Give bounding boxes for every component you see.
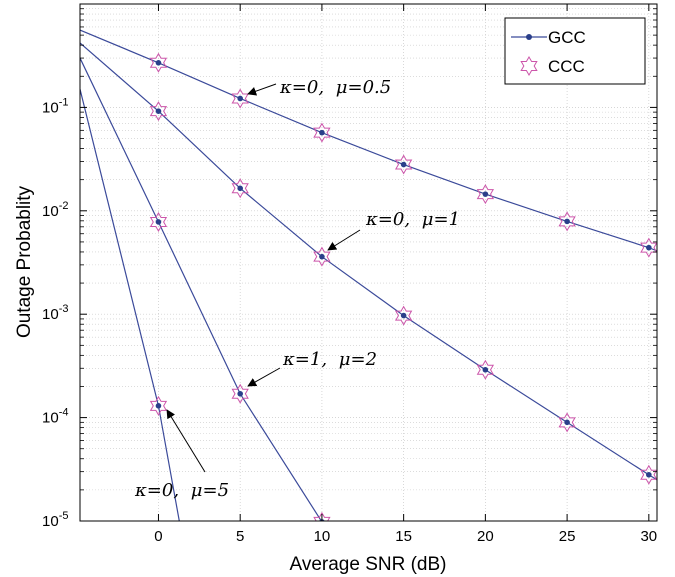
gcc-marker — [155, 59, 162, 66]
legend-gcc-dot-icon — [526, 34, 532, 40]
gcc-marker — [155, 108, 162, 114]
annotation-mu-2-mu: μ=2 — [339, 349, 377, 370]
legend-ccc-hexagram-icon — [520, 56, 538, 76]
annotation-mu-2-arrow — [247, 367, 281, 387]
annotation-mu-0-5: κ=0, μ=0.5 — [247, 77, 391, 98]
ccc-marker — [394, 154, 413, 175]
annotations: κ=0, μ=0.5 κ=0, μ=1 κ=1, μ=2 κ=0, μ=5 — [134, 77, 460, 501]
ccc-marker — [476, 184, 495, 205]
gcc-marker — [400, 161, 407, 168]
x-tick-label: 15 — [395, 528, 412, 545]
ccc-marker — [476, 359, 495, 380]
gcc-marker — [155, 219, 162, 225]
gcc-marker — [646, 471, 652, 478]
legend: GCC CCC — [504, 17, 646, 85]
annotation-mu-2-kappa: κ=1, — [282, 349, 327, 370]
ccc-marker — [149, 101, 168, 122]
x-tick-label: 10 — [314, 528, 331, 545]
gcc-marker — [482, 191, 489, 197]
gcc-marker — [237, 95, 243, 102]
y-tick-label: 10-2 — [42, 200, 68, 220]
x-tick-label: 25 — [559, 528, 576, 545]
ccc-marker — [558, 211, 576, 232]
ccc-marker — [394, 305, 413, 326]
annotation-mu-5: κ=0, μ=5 — [134, 409, 229, 501]
annotation-mu-0-5-mu: μ=0.5 — [336, 77, 391, 98]
annotation-mu-2-text: κ=1, μ=2 — [282, 349, 377, 370]
x-tick-label: 5 — [236, 528, 244, 545]
gcc-marker — [237, 390, 243, 397]
legend-gcc-label: GCC — [548, 28, 586, 47]
annotation-mu-5-kappa: κ=0, — [134, 480, 179, 501]
plot-background — [80, 4, 657, 521]
annotation-mu-1: κ=0, μ=1 — [327, 209, 460, 251]
annotation-mu-2: κ=1, μ=2 — [247, 349, 377, 387]
annotation-mu-0-5-arrow — [247, 83, 277, 96]
ccc-marker — [149, 211, 168, 232]
ccc-marker — [313, 122, 331, 143]
ccc-marker — [558, 412, 576, 433]
annotation-mu-5-text: κ=0, μ=5 — [134, 480, 229, 501]
y-axis-label: Outage Probablity — [14, 185, 35, 338]
annotation-mu-0-5-text: κ=0, μ=0.5 — [279, 77, 391, 98]
gcc-marker — [237, 185, 243, 192]
series-line-2 — [80, 57, 323, 521]
ccc-marker — [231, 178, 249, 199]
ccc-marker — [149, 395, 168, 416]
gcc-marker — [646, 244, 652, 251]
legend-entry-ccc: CCC — [520, 56, 585, 76]
x-tick-labels: 0 5 10 15 20 25 30 — [154, 528, 657, 545]
plot-frame — [79, 3, 658, 522]
legend-ccc-label: CCC — [548, 57, 585, 76]
annotation-mu-1-text: κ=0, μ=1 — [365, 209, 460, 230]
ccc-marker — [149, 52, 168, 73]
gcc-marker — [564, 419, 570, 426]
ccc-marker — [231, 383, 249, 404]
x-tick-label: 20 — [477, 528, 494, 545]
annotation-mu-5-arrow — [166, 409, 206, 473]
y-tick-label: 10-4 — [42, 407, 68, 427]
y-tick-label: 10-1 — [42, 96, 68, 116]
gcc-marker — [155, 403, 162, 409]
gcc-marker — [482, 366, 489, 373]
annotation-mu-1-mu: μ=1 — [422, 209, 460, 230]
annotation-mu-1-arrow — [327, 229, 361, 251]
ccc-marker — [313, 511, 331, 521]
series-markers — [149, 52, 657, 521]
x-axis-label: Average SNR (dB) — [290, 554, 447, 575]
axis-ticks — [80, 4, 657, 522]
y-tick-label: 10-5 — [42, 510, 68, 530]
x-tick-label: 0 — [154, 528, 162, 545]
y-tick-labels: 10-5 10-4 10-3 10-2 10-1 — [42, 96, 68, 530]
gcc-marker — [319, 253, 325, 260]
legend-entry-gcc: GCC — [511, 28, 586, 47]
annotation-mu-0-5-kappa: κ=0, — [279, 77, 324, 98]
y-tick-label: 10-3 — [42, 303, 68, 323]
ccc-marker — [313, 246, 331, 267]
x-tick-label: 30 — [640, 528, 657, 545]
gcc-marker — [400, 312, 407, 319]
annotation-mu-5-mu: μ=5 — [191, 480, 229, 501]
annotation-mu-1-kappa: κ=0, — [365, 209, 410, 230]
gcc-marker — [319, 129, 325, 136]
gcc-marker — [564, 218, 570, 225]
